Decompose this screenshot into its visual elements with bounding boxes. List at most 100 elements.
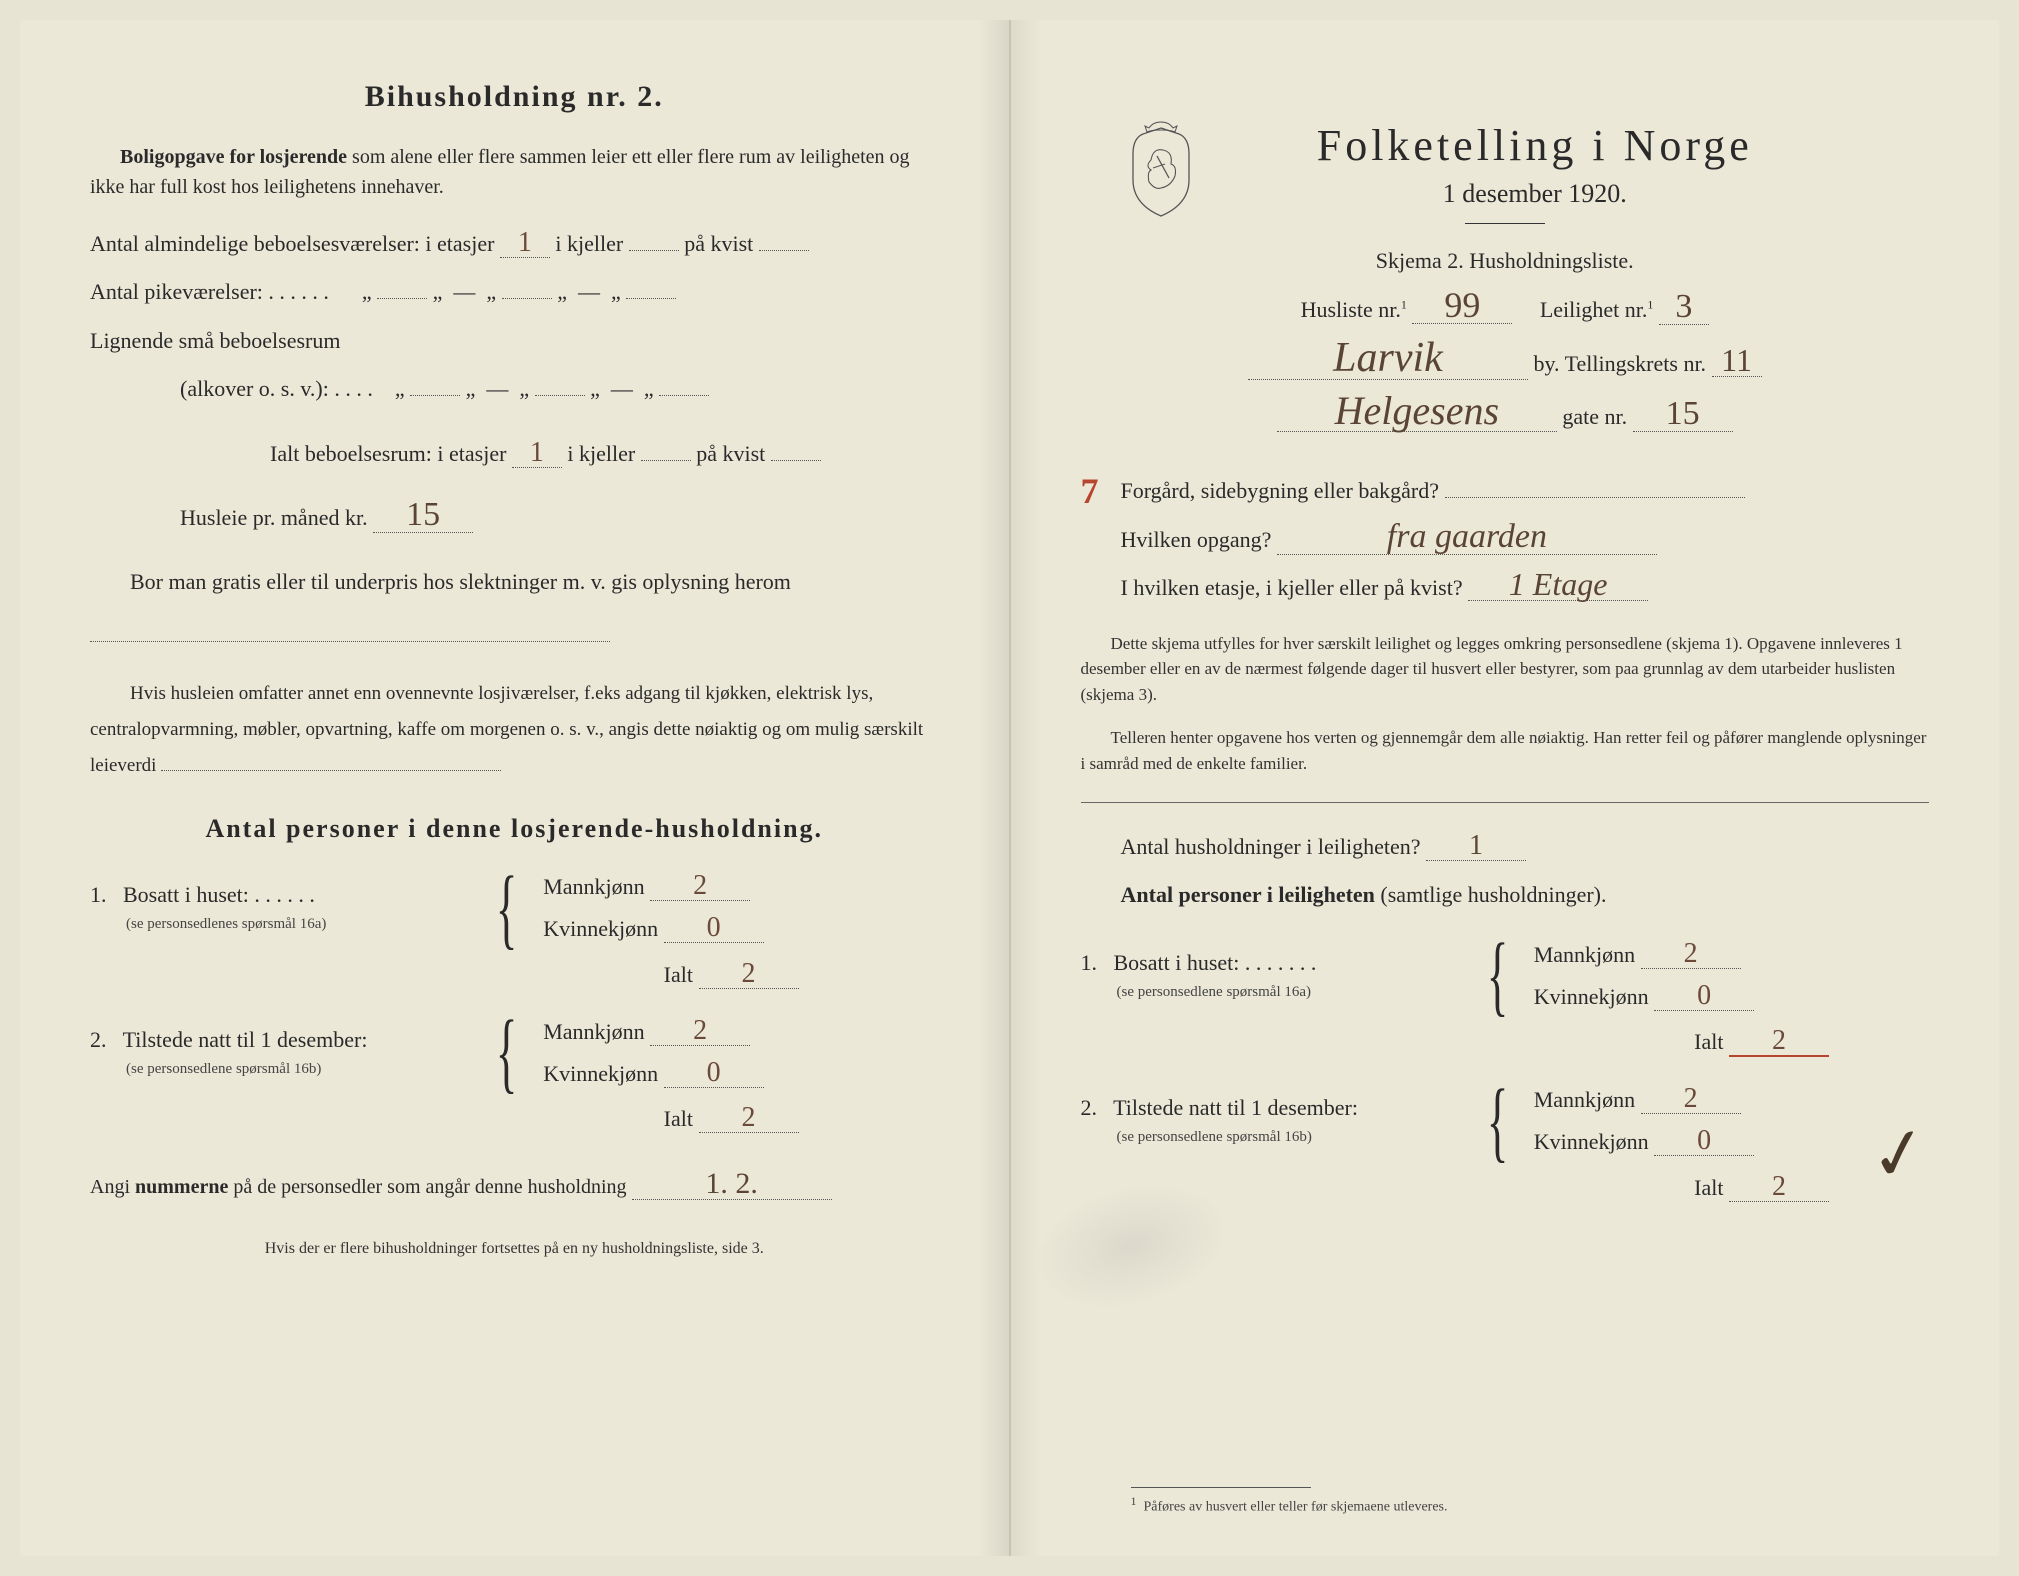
ialt-beb-line: Ialt beboelsesrum: i etasjer 1 i kjeller… xyxy=(90,430,939,478)
right-q2-label-block: 2. Tilstede natt til 1 desember: (se per… xyxy=(1081,1095,1461,1147)
left-q2-label-block: 2. Tilstede natt til 1 desember: (se per… xyxy=(90,1027,470,1079)
opgang-value: fra gaarden xyxy=(1277,520,1657,555)
footnote-marker: 1 xyxy=(1131,1494,1137,1508)
document-spread: Bihusholdning nr. 2. Boligopgave for los… xyxy=(20,20,1999,1556)
leilighet-label: Leilighet nr. xyxy=(1540,297,1648,322)
footnote-text: Påføres av husvert eller teller før skje… xyxy=(1144,1500,1448,1515)
hvis-fill xyxy=(161,770,501,771)
rooms-kvist-label: på kvist xyxy=(684,231,753,256)
pike-line: Antal pikeværelser: . . . . . . „ „ — „ … xyxy=(90,268,939,316)
alkover-2 xyxy=(535,395,585,396)
right-q2-ialt: Ialt 2 xyxy=(1081,1173,1930,1202)
pike-3 xyxy=(626,298,676,299)
q2-label: Tilstede natt til 1 desember: xyxy=(123,1027,368,1052)
by-label: by. Tellingskrets nr. xyxy=(1533,351,1706,376)
rkvinne-label: Kvinnekjønn xyxy=(1534,984,1649,1009)
antal-pers-title: Antal personer i leiligheten xyxy=(1121,882,1375,907)
pike-2 xyxy=(502,298,552,299)
left-q1-label-block: 1. Bosatt i huset: . . . . . . (se perso… xyxy=(90,882,470,934)
left-q1-ialt: Ialt 2 xyxy=(90,960,939,989)
rq2-kvinne: 0 xyxy=(1654,1127,1754,1156)
rq2-num: 2. xyxy=(1081,1095,1098,1120)
husleie-line: Husleie pr. måned kr. 15 xyxy=(90,494,939,542)
right-q1-label-block: 1. Bosatt i huset: . . . . . . . (se per… xyxy=(1081,950,1461,1002)
left-footer: Hvis der er flere bihusholdninger fortse… xyxy=(90,1240,939,1258)
left-q2-values: Mannkjønn 2 Kvinnekjønn 0 xyxy=(543,1011,763,1095)
hvis-text: Hvis husleien omfatter annet enn ovennev… xyxy=(90,683,923,776)
right-q1-values: Mannkjønn 2 Kvinnekjønn 0 xyxy=(1534,934,1754,1018)
by-row: Larvik by. Tellingskrets nr. 11 xyxy=(1081,337,1930,391)
right-subtitle: 1 desember 1920. xyxy=(1141,179,1930,209)
brace-icon: { xyxy=(496,1030,518,1075)
ialt-label2: Ialt xyxy=(664,1106,693,1131)
gratis-fill xyxy=(90,641,610,642)
forgaard-label: Forgård, sidebygning eller bakgård? xyxy=(1121,478,1440,503)
krets-value: 11 xyxy=(1712,344,1762,377)
ialt-kvist-value xyxy=(771,460,821,461)
left-q1-row: 1. Bosatt i huset: . . . . . . (se perso… xyxy=(90,866,939,950)
fold-shadow-right xyxy=(1011,20,1041,1556)
left-q1-values: Mannkjønn 2 Kvinnekjønn 0 xyxy=(543,866,763,950)
q1-mann: 2 xyxy=(650,872,750,901)
rq2-label: Tilstede natt til 1 desember: xyxy=(1113,1095,1358,1120)
coat-of-arms-icon xyxy=(1121,120,1201,220)
antal-pers-paren: (samtlige husholdninger). xyxy=(1380,882,1606,907)
antal-hush-line: Antal husholdninger i leiligheten? 1 xyxy=(1081,823,1930,871)
q1-label: Bosatt i huset: . . . . . . xyxy=(123,882,315,907)
left-q2-ialt: Ialt 2 xyxy=(90,1104,939,1133)
alkover-3 xyxy=(659,395,709,396)
antal-hush-value: 1 xyxy=(1426,832,1526,861)
forgaard-value xyxy=(1445,497,1745,498)
brace-icon: { xyxy=(1486,953,1508,998)
q2-kvinne: 0 xyxy=(664,1059,764,1088)
sup1: 1 xyxy=(1401,298,1407,312)
rooms-label: Antal almindelige beboelsesværelser: i e… xyxy=(90,231,494,256)
angi-value: 1. 2. xyxy=(632,1169,832,1200)
husliste-label: Husliste nr. xyxy=(1301,297,1401,322)
rooms-line: Antal almindelige beboelsesværelser: i e… xyxy=(90,220,939,268)
husleie-label: Husleie pr. måned kr. xyxy=(180,505,368,530)
angi-line: Angi nummerne på de personsedler som ang… xyxy=(90,1169,939,1200)
gratis-line: Bor man gratis eller til underpris hos s… xyxy=(90,556,939,662)
fold-shadow-left xyxy=(979,20,1009,1556)
rmann-label2: Mannkjønn xyxy=(1534,1087,1635,1112)
rmann-label: Mannkjønn xyxy=(1534,942,1635,967)
sup2: 1 xyxy=(1647,298,1653,312)
footnote: 1 Påføres av husvert eller teller før sk… xyxy=(1131,1487,1448,1516)
leilighet-value: 3 xyxy=(1659,290,1709,325)
husleie-value: 15 xyxy=(373,498,473,533)
etasje-label: I hvilken etasje, i kjeller eller på kvi… xyxy=(1121,575,1463,600)
right-q2-row: 2. Tilstede natt til 1 desember: (se per… xyxy=(1081,1079,1930,1163)
gate-value: Helgesens xyxy=(1277,391,1557,432)
rq1-mann: 2 xyxy=(1641,940,1741,969)
q1-sub: (se personsedlenes spørsmål 16a) xyxy=(90,916,326,932)
schema-line: Skjema 2. Husholdningsliste. xyxy=(1081,248,1930,274)
ialt-label: Ialt xyxy=(664,962,693,987)
etasje-value: 1 Etage xyxy=(1468,568,1648,601)
q1-num: 1. xyxy=(90,882,107,907)
left-q2-row: 2. Tilstede natt til 1 desember: (se per… xyxy=(90,1011,939,1095)
opgang-label: Hvilken opgang? xyxy=(1121,527,1272,552)
pike-1 xyxy=(377,298,427,299)
rialt-label: Ialt xyxy=(1694,1029,1723,1054)
opgang-line: Hvilken opgang? fra gaarden xyxy=(1081,516,1930,564)
left-title: Bihusholdning nr. 2. xyxy=(90,80,939,114)
kvinne-label: Kvinnekjønn xyxy=(543,916,658,941)
q2-ialt-value: 2 xyxy=(699,1104,799,1133)
right-q1-ialt: Ialt 2 xyxy=(1081,1027,1930,1057)
page-left: Bihusholdning nr. 2. Boligopgave for los… xyxy=(20,20,1010,1556)
title-rule xyxy=(1465,223,1545,224)
rq2-mann: 2 xyxy=(1641,1085,1741,1114)
mann-label: Mannkjønn xyxy=(543,874,644,899)
ialt-kvist-label: på kvist xyxy=(696,441,765,466)
gratis-text: Bor man gratis eller til underpris hos s… xyxy=(130,569,791,594)
ialt-beb-etasjer: 1 xyxy=(512,439,562,468)
rq1-label: Bosatt i huset: . . . . . . . xyxy=(1114,950,1317,975)
para1: Dette skjema utfylles for hver særskilt … xyxy=(1081,631,1930,708)
q1-ialt-value: 2 xyxy=(699,960,799,989)
husliste-value: 99 xyxy=(1412,287,1512,324)
pike-label: Antal pikeværelser: . . . . . . xyxy=(90,279,329,304)
kvinne-label2: Kvinnekjønn xyxy=(543,1061,658,1086)
red-annotation: 7 xyxy=(1081,470,1099,512)
right-q1-row: 1. Bosatt i huset: . . . . . . . (se per… xyxy=(1081,934,1930,1018)
